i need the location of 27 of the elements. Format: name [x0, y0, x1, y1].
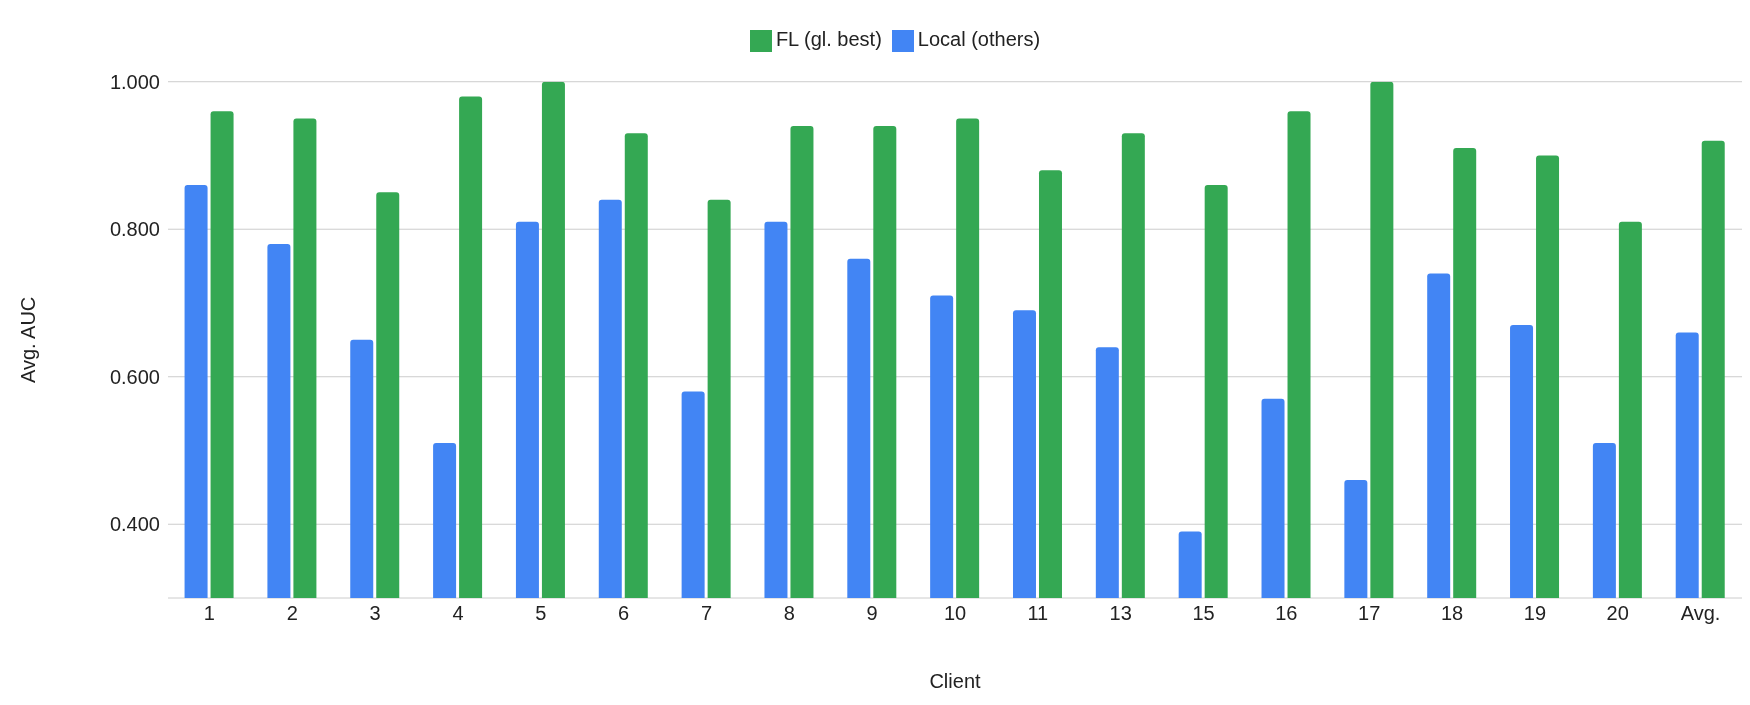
x-tick-label: 3 — [369, 602, 381, 625]
x-tick-label: 1 — [203, 602, 215, 625]
x-tick-label: 2 — [286, 602, 298, 625]
x-tick-label: 13 — [1109, 602, 1132, 625]
x-tick-label: 10 — [943, 602, 967, 625]
y-tick-label: 0.800 — [109, 218, 160, 241]
x-tick-label: 17 — [1358, 602, 1381, 625]
x-tick-label: 4 — [452, 602, 464, 625]
x-tick-label: 8 — [783, 602, 795, 625]
y-tick-label: 0.600 — [109, 365, 160, 388]
x-tick-label: Avg. — [1680, 602, 1721, 625]
y-tick-label: 0.400 — [109, 513, 160, 536]
x-tick-label: 11 — [1027, 602, 1049, 625]
y-tick-label: 1.000 — [109, 70, 160, 93]
x-tick-label: 9 — [866, 602, 878, 625]
legend-label: FL (gl. best) — [775, 28, 882, 50]
x-tick-label: 20 — [1606, 602, 1629, 625]
x-tick-label: 7 — [700, 602, 713, 625]
x-tick-label: 15 — [1192, 602, 1215, 625]
x-tick-label: 16 — [1275, 602, 1298, 625]
legend-label: Local (others) — [917, 28, 1041, 50]
x-tick-label: 6 — [618, 602, 630, 625]
y-axis-title: Avg. AUC — [17, 296, 40, 384]
x-tick-label: 18 — [1440, 602, 1464, 625]
x-tick-label: 19 — [1523, 602, 1547, 625]
x-axis-title: Client — [929, 670, 982, 692]
x-tick-label: 5 — [535, 602, 547, 625]
